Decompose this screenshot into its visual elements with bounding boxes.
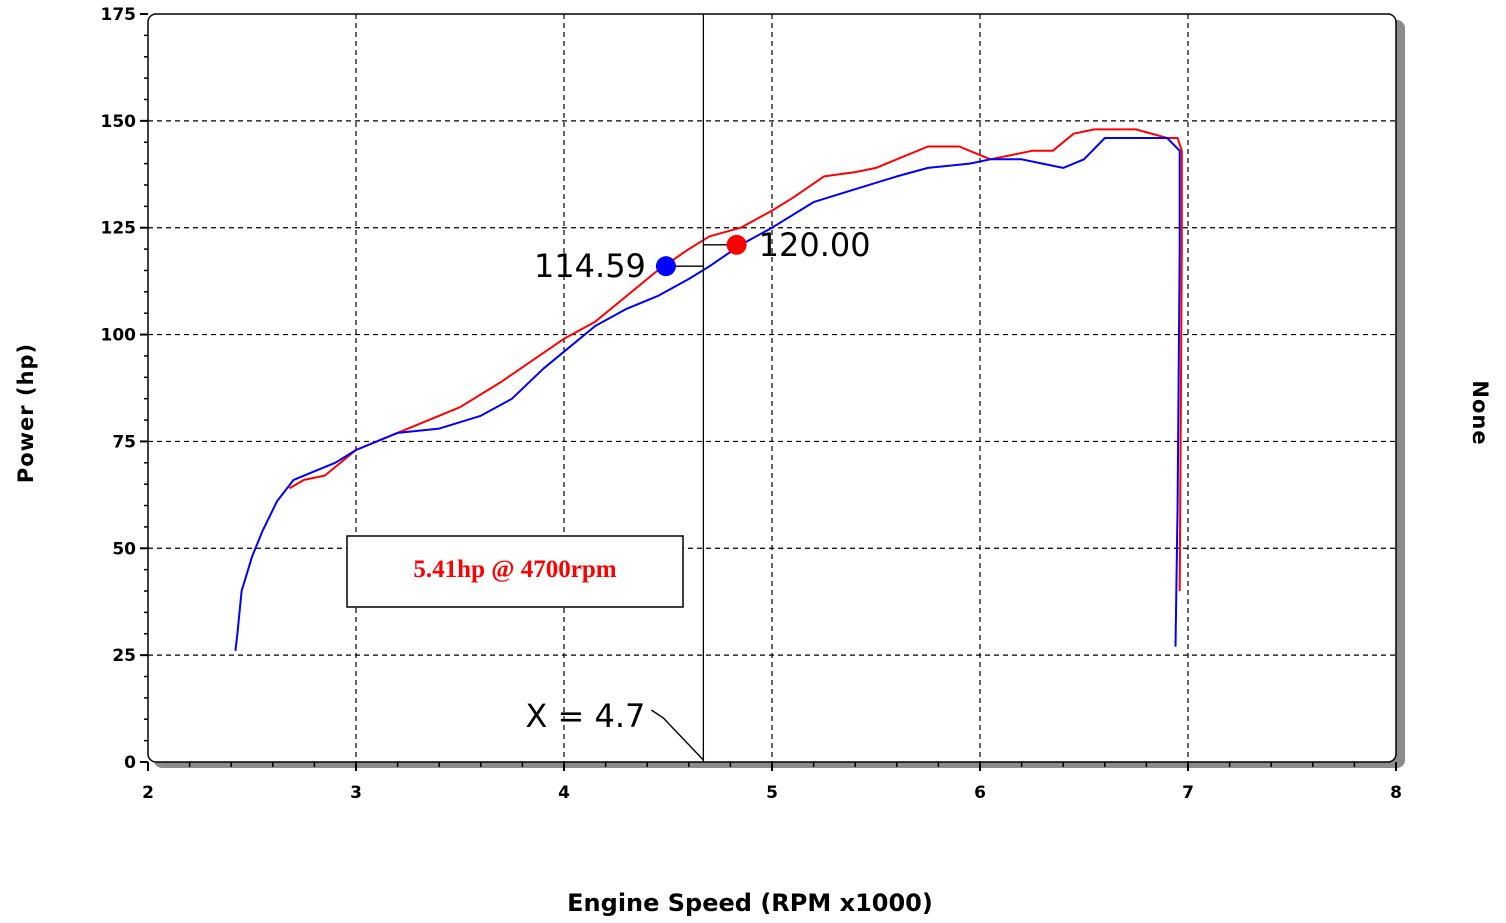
- x-axis-title: Engine Speed (RPM x1000): [567, 889, 933, 917]
- marker-dot-blue: [655, 256, 676, 277]
- grid-lines: [148, 14, 1396, 762]
- cursor-label: X = 4.7: [525, 697, 645, 735]
- y-tick-label: 25: [112, 646, 136, 666]
- series-layer: [234, 128, 1183, 652]
- right-axis-label: None: [1468, 380, 1492, 445]
- marker-layer: 114.59 120.00: [534, 226, 871, 285]
- y-axis-title: Power (hp): [14, 343, 38, 483]
- marker-label-red: 120.00: [759, 226, 871, 264]
- x-tick-label: 5: [766, 783, 778, 803]
- series-red-line: [288, 128, 1183, 592]
- y-tick-label: 150: [101, 112, 137, 132]
- cursor-layer: X = 4.7: [525, 14, 705, 762]
- x-axis-ticks: 2 3 4 5 6 7 8: [142, 762, 1402, 803]
- y-tick-label: 175: [101, 5, 137, 25]
- y-tick-label: 0: [124, 753, 136, 773]
- x-tick-label: 6: [974, 783, 986, 803]
- marker-label-blue: 114.59: [534, 247, 646, 285]
- y-tick-label: 100: [101, 326, 137, 346]
- note-box: [346, 535, 684, 608]
- x-tick-label: 8: [1390, 783, 1402, 803]
- x-tick-label: 7: [1182, 783, 1194, 803]
- series-blue-line: [234, 137, 1181, 652]
- note-text: 5.41hp @ 4700rpm: [413, 556, 616, 583]
- x-tick-label: 4: [558, 783, 570, 803]
- y-tick-label: 75: [112, 432, 136, 452]
- y-tick-label: 50: [112, 539, 136, 559]
- cursor-leader: [650, 709, 704, 761]
- x-tick-label: 2: [142, 783, 154, 803]
- y-axis-ticks: 0 25 50 75 100 125 150 175: [101, 5, 148, 773]
- y-tick-label: 125: [101, 219, 137, 239]
- marker-dot-red: [726, 234, 747, 255]
- x-tick-label: 3: [350, 783, 362, 803]
